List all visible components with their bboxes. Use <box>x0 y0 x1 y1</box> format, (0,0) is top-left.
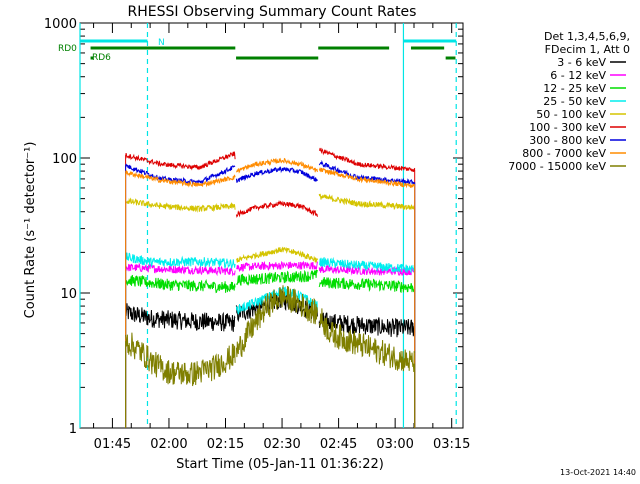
x-tick-label: 02:30 <box>263 437 300 452</box>
flag-label-n: N <box>158 38 165 48</box>
legend-label: 3 - 6 keV <box>557 56 606 69</box>
series-line-5 <box>125 147 416 428</box>
x-tick-label: 03:15 <box>433 437 470 452</box>
series-line-2 <box>125 269 416 428</box>
y-axis-label: Count Rate (s⁻¹ detector⁻¹) <box>23 142 38 319</box>
legend-label: 300 - 800 keV <box>529 134 606 147</box>
y-tick-label: 1000 <box>44 17 77 32</box>
flag-label-rd0: RD0 <box>58 44 77 54</box>
series-line-8 <box>125 285 416 428</box>
legend-header-decimation: FDecim 1, Att 0 <box>545 43 630 56</box>
legend-label: 100 - 300 keV <box>529 121 606 134</box>
series-line-3 <box>125 252 416 428</box>
y-tick-label: 1 <box>69 422 77 437</box>
x-tick-label: 02:45 <box>320 437 357 452</box>
x-tick-label: 02:15 <box>207 437 244 452</box>
legend-header-detectors: Det 1,3,4,5,6,9, <box>544 30 630 43</box>
legend-label: 7000 - 15000 keV <box>508 160 606 173</box>
x-tick-label: 02:00 <box>150 437 187 452</box>
legend-label: 50 - 100 keV <box>536 108 606 121</box>
chart-title: RHESSI Observing Summary Count Rates <box>128 4 417 20</box>
x-axis-label: Start Time (05-Jan-11 01:36:22) <box>176 457 384 472</box>
legend-label: 6 - 12 keV <box>550 69 606 82</box>
x-tick-label: 03:00 <box>376 437 413 452</box>
series-line-1 <box>125 260 416 428</box>
legend-label: 25 - 50 keV <box>543 95 606 108</box>
series-line-7 <box>125 157 416 428</box>
y-tick-label: 10 <box>60 287 77 302</box>
series-line-4 <box>125 193 416 428</box>
legend-label: 12 - 25 keV <box>543 82 606 95</box>
x-tick-label: 01:45 <box>94 437 131 452</box>
y-tick-label: 100 <box>52 152 77 167</box>
timestamp: 13-Oct-2021 14:40 <box>560 468 636 477</box>
legend-label: 800 - 7000 keV <box>522 147 606 160</box>
plot-frame <box>79 22 464 429</box>
flag-label-rd6: RD6 <box>92 53 111 63</box>
